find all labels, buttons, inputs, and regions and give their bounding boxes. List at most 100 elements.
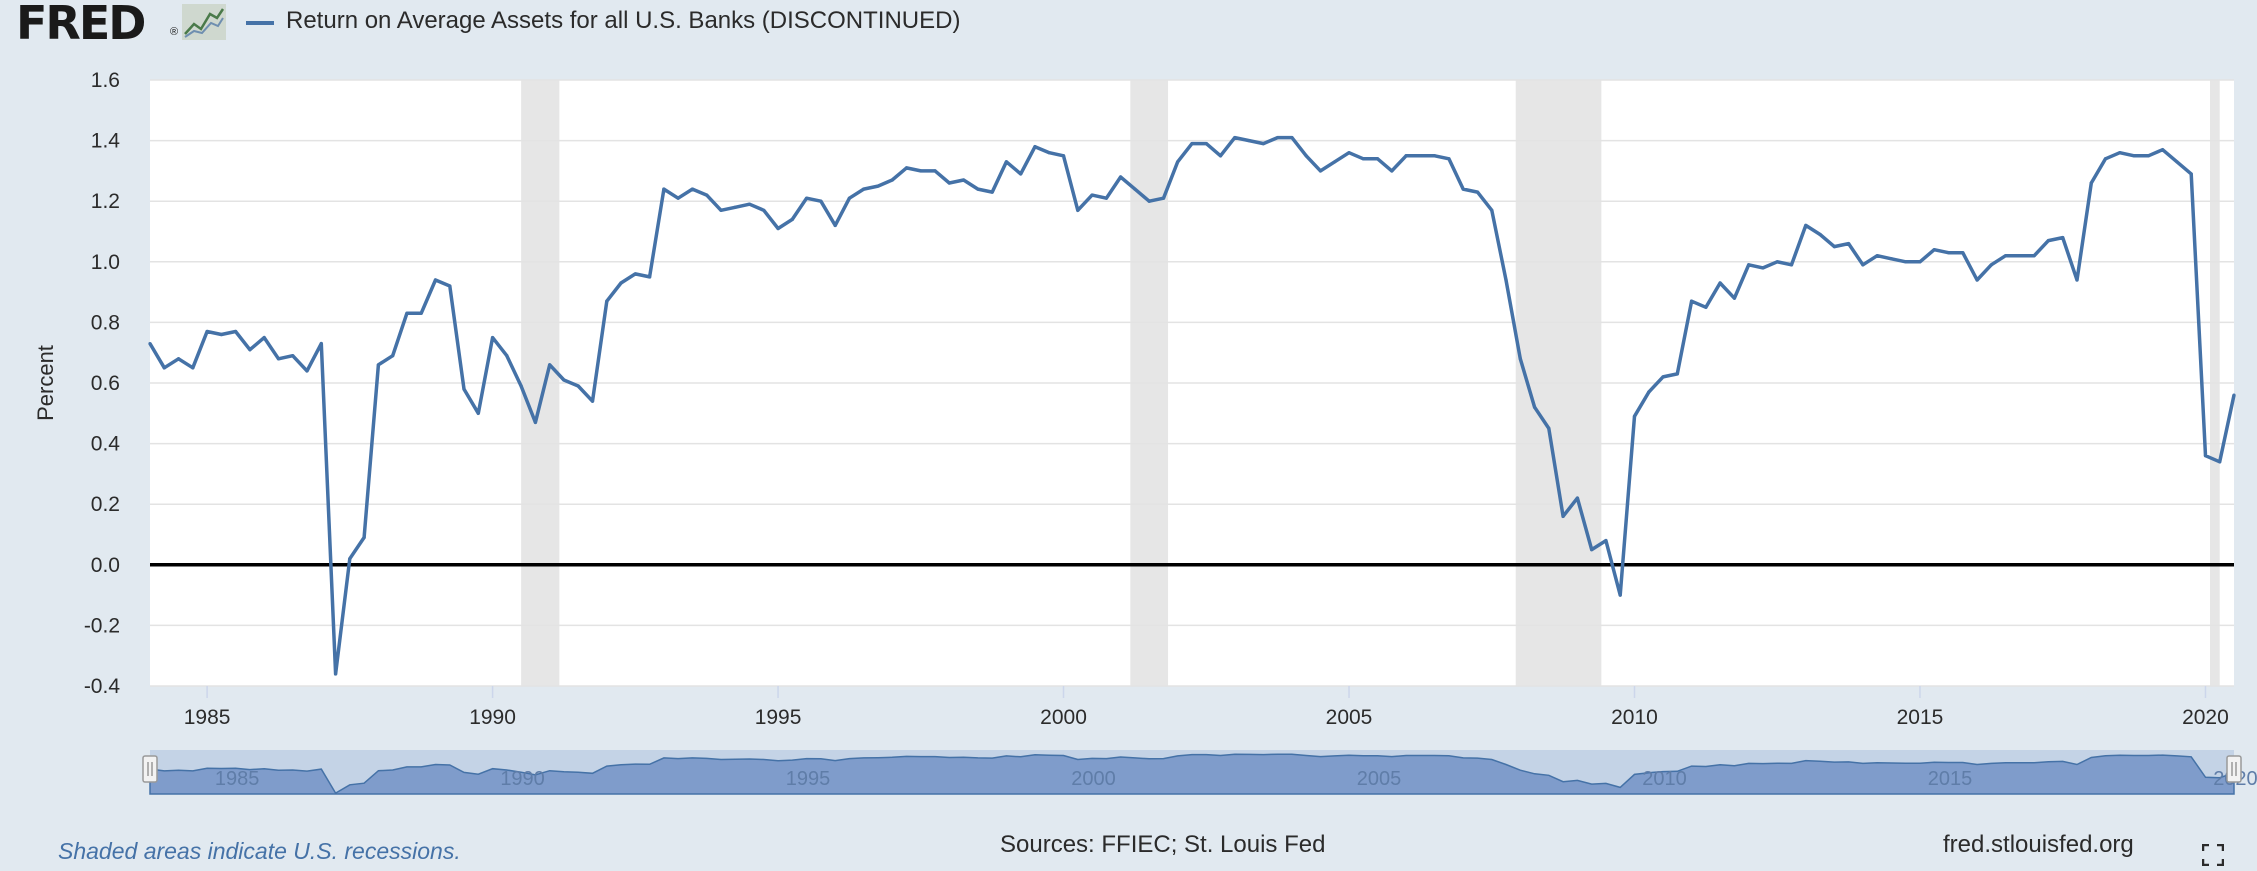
x-tick-label: 2005 (1326, 706, 1373, 729)
data-point (605, 299, 609, 303)
x-tick-label: 1990 (469, 706, 516, 729)
x-tick-label: 1985 (184, 706, 231, 729)
data-point (2232, 393, 2236, 397)
data-point (1318, 169, 1323, 173)
data-point (1076, 208, 1080, 212)
data-point (1832, 245, 1836, 249)
data-point (462, 387, 466, 391)
data-point (319, 342, 323, 346)
data-point (548, 363, 552, 367)
data-point (1347, 151, 1351, 155)
data-point (1033, 145, 1037, 149)
data-point (876, 184, 880, 188)
navigator-tick-label: 1995 (786, 768, 831, 790)
data-point (1775, 260, 1779, 264)
data-point (1090, 193, 1094, 197)
data-point (933, 169, 937, 173)
data-point (1932, 248, 1936, 252)
data-point (2075, 278, 2079, 282)
data-point (719, 208, 723, 212)
data-point (1590, 548, 1594, 552)
data-point (1575, 496, 1579, 500)
site-link[interactable]: fred.stlouisfed.org (1943, 831, 2134, 858)
data-point (1333, 160, 1337, 164)
data-point (1975, 278, 1979, 282)
data-point (2061, 235, 2065, 240)
recession-note: Shaded areas indicate U.S. recessions. (58, 838, 461, 864)
chart-header: FRED ® Return on Average Assets for all … (0, 0, 1400, 50)
fred-logo[interactable]: FRED (16, 0, 146, 50)
y-tick-label: 1.4 (91, 130, 121, 153)
data-point (490, 335, 495, 340)
data-point (1761, 266, 1765, 270)
data-point (633, 272, 637, 276)
legend-label: Return on Average Assets for all U.S. Ba… (286, 7, 961, 34)
y-axis-label: Percent (33, 345, 58, 421)
data-point (1632, 414, 1637, 418)
navigator-handle[interactable] (2226, 755, 2242, 783)
data-point (1461, 187, 1465, 191)
data-point (348, 557, 352, 561)
data-point (733, 205, 737, 209)
data-point (391, 354, 395, 358)
data-point (1689, 299, 1694, 303)
data-point (1661, 375, 1665, 379)
data-point (448, 284, 452, 288)
data-point (904, 166, 909, 170)
data-point (1047, 151, 1051, 155)
data-point (376, 363, 380, 367)
y-tick-label: 0.2 (91, 493, 120, 516)
data-point (1718, 281, 1722, 285)
data-point (590, 399, 595, 403)
data-point (262, 335, 266, 340)
data-point (819, 199, 823, 203)
data-point (2218, 460, 2222, 464)
data-point (1618, 593, 1622, 597)
data-point (1547, 426, 1551, 431)
data-point (676, 196, 680, 200)
data-point (1119, 175, 1123, 179)
navigator-tick-label: 2005 (1357, 768, 1402, 790)
data-point (2018, 254, 2022, 258)
data-point (2175, 160, 2179, 164)
data-point (405, 311, 409, 315)
data-point (1276, 135, 1280, 140)
navigator-handle[interactable] (142, 755, 158, 783)
data-point (1304, 154, 1308, 158)
data-point (976, 187, 980, 191)
data-point (1875, 254, 1879, 258)
navigator-series (149, 753, 2235, 795)
data-point (1561, 514, 1565, 518)
data-point (362, 535, 366, 540)
data-point (1247, 139, 1251, 143)
data-point (1261, 142, 1265, 146)
data-point (2118, 151, 2122, 155)
data-point (1390, 169, 1394, 173)
data-point (1361, 157, 1365, 161)
x-tick-label: 2010 (1611, 706, 1658, 729)
data-point (2046, 238, 2051, 243)
data-point (2161, 148, 2165, 152)
data-point (276, 357, 281, 361)
data-point (248, 348, 252, 352)
data-point (305, 369, 309, 373)
data-point (1404, 154, 1408, 158)
data-point (2004, 254, 2008, 258)
data-point (219, 332, 223, 337)
data-point (1804, 223, 1808, 228)
navigator-tick-label: 1985 (215, 768, 260, 790)
y-tick-label: -0.2 (84, 614, 120, 637)
data-point (962, 178, 966, 182)
data-point (1475, 190, 1480, 194)
data-point (1418, 154, 1422, 158)
data-point (1518, 357, 1522, 361)
fullscreen-icon[interactable] (2201, 843, 2225, 867)
data-point (533, 420, 537, 424)
navigator-tick-label: 2010 (1642, 768, 1687, 790)
data-point (790, 217, 794, 221)
data-point (776, 226, 780, 231)
data-point (919, 169, 923, 173)
x-tick-label: 2020 (2182, 706, 2229, 729)
